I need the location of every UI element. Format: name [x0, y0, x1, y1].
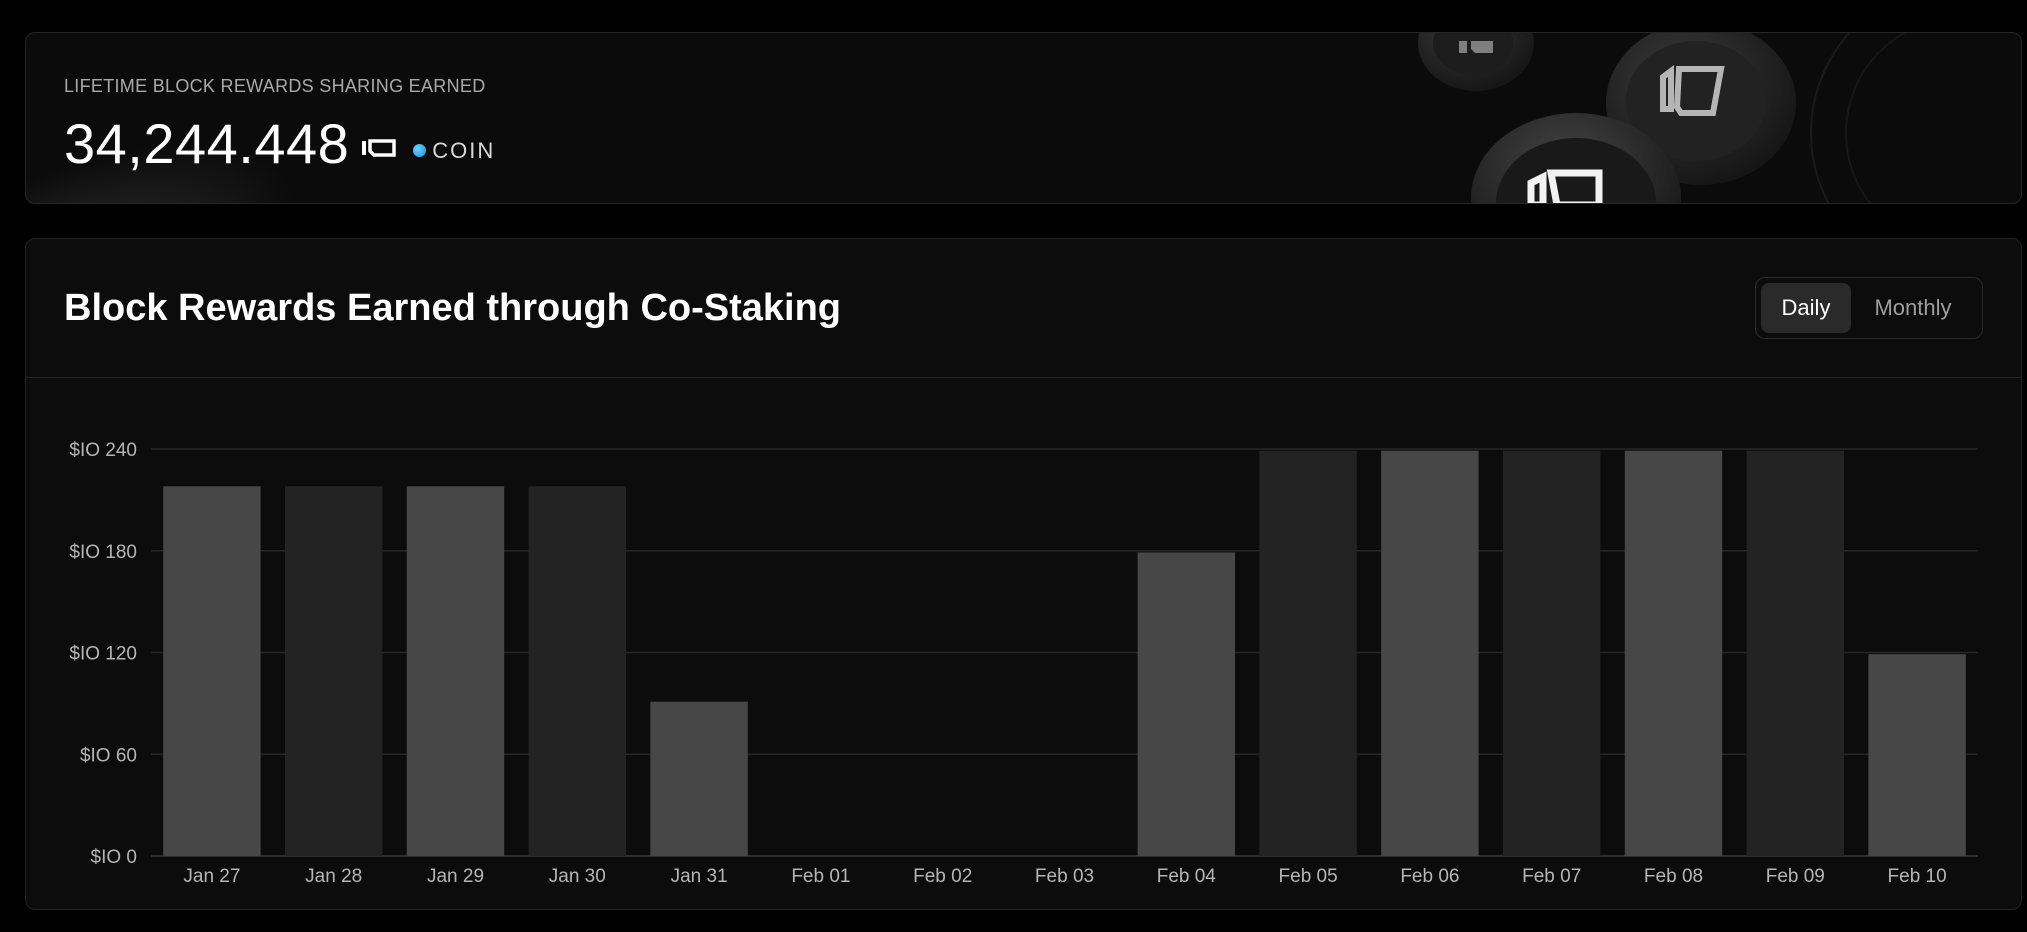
bar[interactable]	[163, 486, 261, 856]
lifetime-value-row: 34,244.448 COIN	[64, 111, 495, 176]
period-toggle: Daily Monthly	[1755, 277, 1983, 339]
x-tick-label: Jan 30	[549, 866, 606, 887]
x-tick-label: Jan 27	[183, 866, 240, 887]
x-tick-label: Jan 31	[671, 866, 728, 887]
coin-badge: COIN	[413, 138, 495, 164]
x-tick-label: Feb 04	[1157, 866, 1217, 887]
x-tick-label: Feb 09	[1766, 866, 1825, 887]
bar[interactable]	[406, 486, 505, 856]
coin-dot-icon	[413, 144, 427, 157]
bar[interactable]	[1502, 450, 1601, 856]
bar[interactable]	[1746, 450, 1845, 856]
x-tick-label: Feb 03	[1035, 866, 1094, 887]
bar-chart: $IO 0 $IO 60 $IO 120 $IO 180 $IO 240 Jan 27 Ja…	[69, 440, 1978, 887]
lifetime-value: 34,244.448	[64, 112, 350, 175]
coins-illustration-icon	[1418, 33, 2021, 203]
bar[interactable]	[1381, 450, 1479, 856]
bar[interactable]	[1259, 450, 1357, 856]
bar[interactable]	[528, 486, 627, 856]
x-tick-label: Feb 01	[791, 866, 850, 887]
bar[interactable]	[650, 701, 748, 856]
x-tick-label: Jan 29	[427, 866, 484, 887]
x-tick-label: Feb 05	[1279, 866, 1338, 887]
chart-title: Block Rewards Earned through Co-Staking	[64, 287, 841, 329]
x-tick-label: Feb 10	[1888, 866, 1947, 887]
x-tick-label: Feb 02	[913, 866, 972, 887]
lifetime-label: LIFETIME BLOCK REWARDS SHARING EARNED	[64, 76, 486, 96]
x-tick-label: Feb 08	[1644, 866, 1703, 887]
header-divider	[26, 377, 2021, 378]
y-tick-label: $IO 120	[69, 644, 137, 665]
x-tick-label: Feb 07	[1522, 866, 1581, 887]
daily-toggle-button[interactable]: Daily	[1761, 283, 1851, 333]
x-tick-label: Feb 06	[1400, 866, 1459, 887]
y-tick-label: $IO 240	[69, 440, 137, 461]
block-rewards-chart-card: Block Rewards Earned through Co-Staking …	[25, 238, 2022, 910]
bar[interactable]	[1868, 654, 1966, 856]
x-tick-label: Jan 28	[305, 866, 362, 887]
io-logo-icon	[361, 137, 397, 164]
bar[interactable]	[284, 486, 383, 856]
y-tick-label: $IO 0	[91, 847, 137, 868]
bar[interactable]	[1624, 450, 1723, 856]
bar[interactable]	[1137, 552, 1236, 856]
coin-label: COIN	[432, 137, 496, 163]
y-tick-label: $IO 60	[80, 745, 137, 766]
monthly-toggle-button[interactable]: Monthly	[1874, 295, 1952, 320]
lifetime-rewards-card: LIFETIME BLOCK REWARDS SHARING EARNED 34…	[25, 32, 2022, 204]
y-tick-label: $IO 180	[69, 542, 137, 563]
